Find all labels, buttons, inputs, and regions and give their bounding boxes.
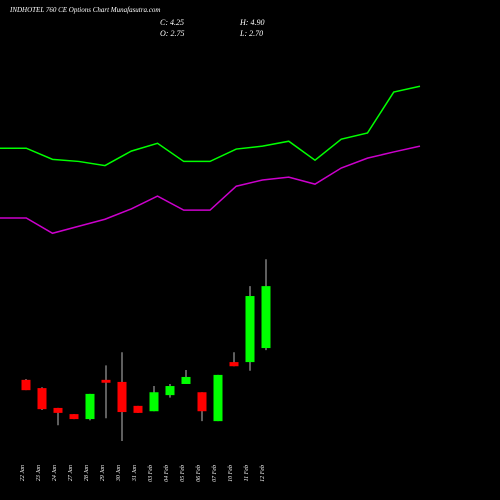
x-tick-label: 28 Jan [84,465,90,481]
candle-body [101,379,111,383]
candle-body [213,374,223,422]
candle-body [181,376,191,384]
chart-title: INDHOTEL 760 CE Options Chart Munafasutr… [9,6,160,14]
candle-body [21,379,31,391]
candle-body [37,388,47,410]
x-tick-label: 24 Jan [51,465,58,481]
x-tick-label: 06 Feb [196,465,202,482]
candle-body [117,381,127,413]
x-tick-label: 11 Feb [244,465,250,481]
candle-body [133,405,143,413]
low-label: L: 2.70 [239,29,263,38]
candle-body [261,286,271,349]
indicator-line [0,145,421,235]
x-tick-label: 22 Jan [20,465,26,481]
candle-body [245,296,255,363]
x-tick-label: 23 Jan [36,465,42,481]
open-label: O: 2.75 [160,29,184,38]
high-label: H: 4.90 [239,18,264,27]
x-tick-label: 04 Feb [163,465,170,482]
x-tick-label: 05 Feb [180,465,186,482]
close-label: C: 4.25 [160,18,184,27]
x-tick-label: 27 Jan [68,465,74,481]
candle-body [229,362,239,367]
candle-body [69,414,79,420]
candle-body [85,393,95,420]
x-tick-label: 12 Feb [260,465,266,482]
candle-body [165,386,175,396]
candle-body [53,407,63,413]
x-tick-label: 29 Jan [100,465,106,481]
candle-body [149,392,159,412]
candle-body [197,392,207,412]
x-tick-label: 10 Feb [228,465,234,482]
x-tick-label: 03 Feb [148,465,154,482]
x-tick-label: 07 Feb [212,465,218,482]
indicator-line [0,85,421,167]
x-tick-label: 30 Jan [116,465,122,482]
x-tick-label: 31 Jan [132,465,138,482]
